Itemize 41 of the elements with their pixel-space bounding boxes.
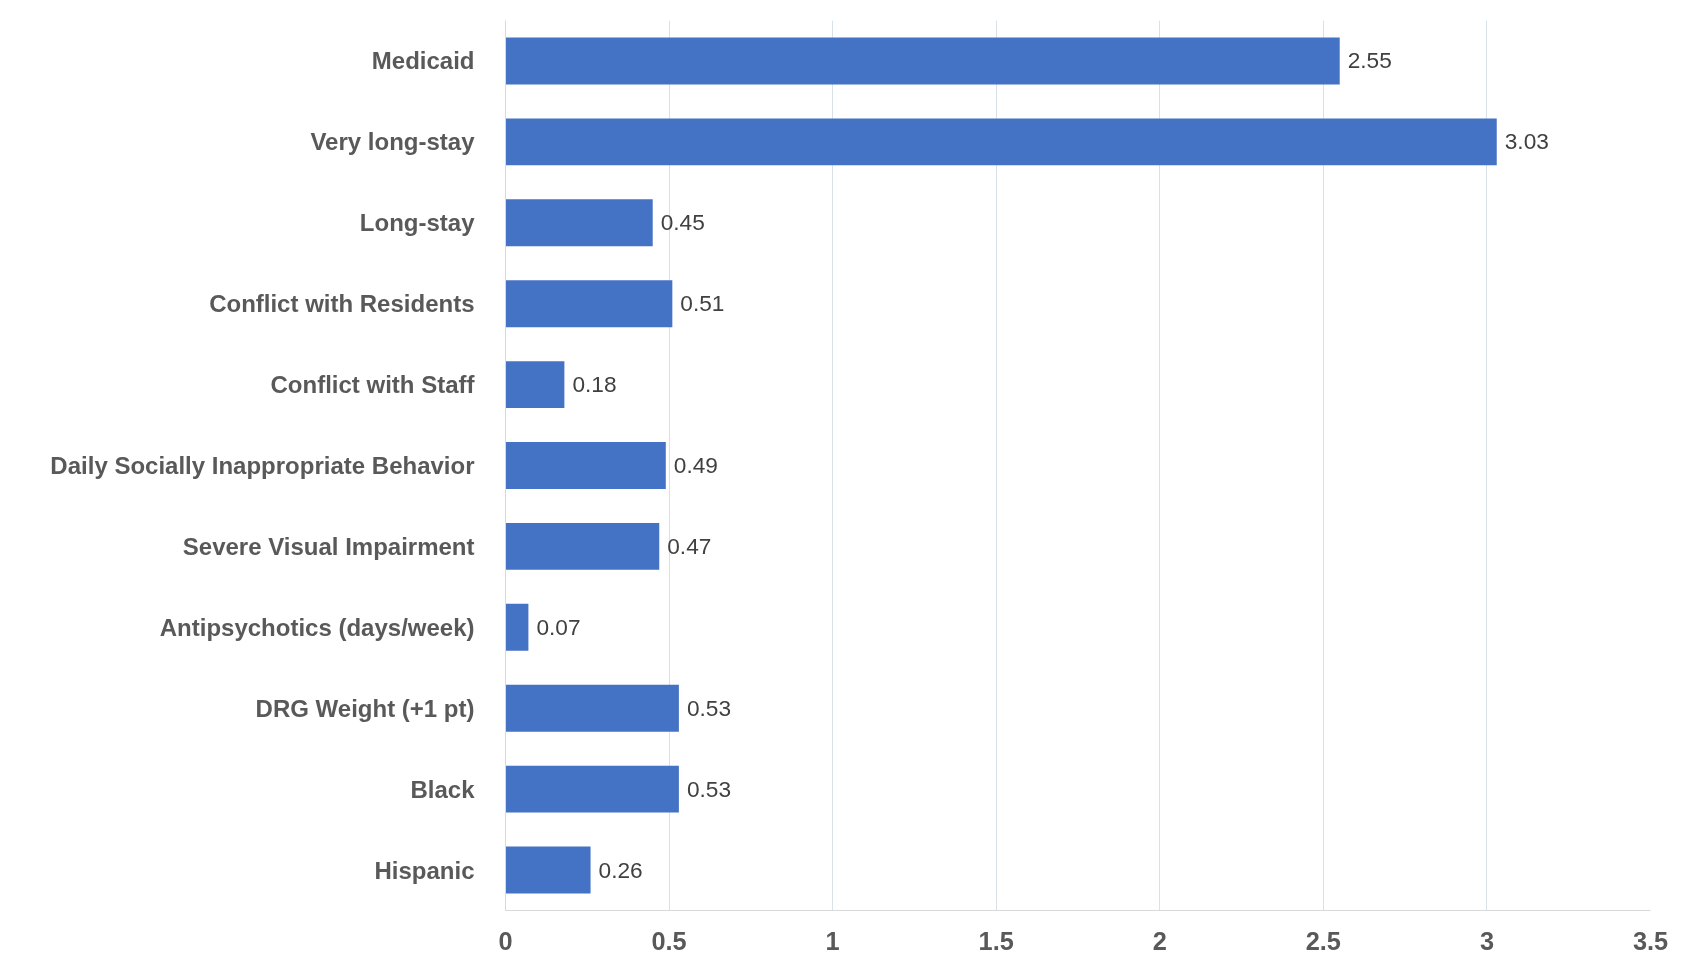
y-tick-label: Very long-stay bbox=[310, 128, 476, 156]
data-label: 0.18 bbox=[572, 371, 617, 398]
x-tick-label: 2.5 bbox=[1305, 926, 1341, 955]
bar bbox=[505, 522, 660, 570]
bar bbox=[505, 199, 653, 247]
y-tick-label: Conflict with Residents bbox=[209, 290, 475, 318]
bar bbox=[505, 846, 591, 894]
bar bbox=[505, 442, 666, 489]
x-tick-label: 0.5 bbox=[651, 926, 687, 955]
x-tick-label: 0 bbox=[498, 926, 513, 955]
y-tick-label: Daily Socially Inappropriate Behavior bbox=[50, 452, 475, 479]
data-label: 3.03 bbox=[1504, 128, 1549, 155]
bar bbox=[505, 280, 673, 328]
bar bbox=[505, 37, 1340, 85]
bar bbox=[505, 118, 1497, 166]
y-tick-label: DRG Weight (+1 pt) bbox=[255, 694, 475, 722]
bar bbox=[505, 765, 679, 813]
y-tick-label: Antipsychotics (days/week) bbox=[159, 613, 475, 641]
y-tick-label: Medicaid bbox=[371, 47, 475, 75]
data-label: 0.51 bbox=[680, 290, 725, 317]
y-tick-label: Severe Visual Impairment bbox=[182, 532, 475, 560]
data-label: 0.26 bbox=[598, 856, 643, 883]
x-tick-label: 2 bbox=[1152, 926, 1167, 955]
y-tick-label: Conflict with Staff bbox=[270, 371, 476, 399]
data-label: 0.47 bbox=[667, 532, 712, 559]
data-label: 0.07 bbox=[536, 613, 581, 640]
y-tick-label: Black bbox=[410, 775, 476, 803]
x-tick-label: 1.5 bbox=[978, 926, 1014, 955]
data-label: 0.53 bbox=[686, 694, 731, 721]
x-tick-label: 3 bbox=[1479, 926, 1494, 955]
y-tick-label: Long-stay bbox=[359, 209, 476, 237]
data-label: 2.55 bbox=[1347, 47, 1392, 74]
y-tick-label: Hispanic bbox=[374, 856, 475, 884]
x-tick-label: 3.5 bbox=[1632, 926, 1669, 955]
data-label: 0.45 bbox=[660, 209, 705, 236]
x-tick-label: 1 bbox=[825, 926, 840, 955]
data-label: 0.53 bbox=[686, 775, 731, 802]
bar bbox=[505, 603, 529, 651]
data-label: 0.49 bbox=[673, 452, 718, 478]
bar bbox=[505, 361, 565, 409]
bar bbox=[505, 684, 679, 732]
